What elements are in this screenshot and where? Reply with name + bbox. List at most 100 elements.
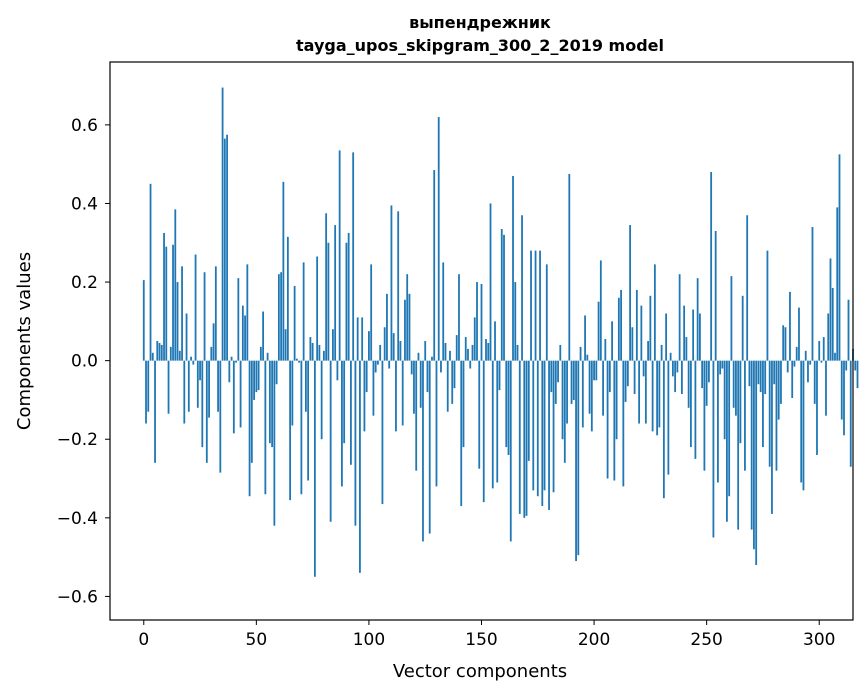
bar [451, 360, 454, 404]
bar [169, 346, 172, 361]
bar [845, 360, 848, 371]
bar [676, 360, 679, 373]
bar [624, 360, 627, 402]
bar [789, 291, 791, 361]
bar [599, 260, 602, 361]
bar [710, 172, 713, 361]
bar [780, 360, 782, 404]
bar [309, 337, 312, 361]
bar [230, 356, 233, 361]
bar [658, 360, 661, 428]
bar [341, 360, 343, 487]
bar [395, 360, 397, 432]
bar [536, 360, 539, 497]
bar [295, 358, 298, 361]
bar [491, 360, 494, 489]
bar [829, 258, 832, 361]
bar [199, 360, 201, 381]
bar [768, 360, 771, 467]
bar [192, 360, 195, 365]
bar [512, 175, 514, 361]
bar [784, 327, 787, 361]
bar [496, 360, 499, 483]
bar [437, 117, 440, 361]
bar [235, 360, 237, 363]
bar [750, 360, 753, 530]
bar [163, 232, 165, 361]
bar [525, 360, 528, 516]
bar [433, 170, 436, 361]
bar [253, 360, 255, 400]
bar [390, 205, 393, 361]
bar [352, 152, 355, 361]
bar [383, 327, 386, 361]
bar [820, 360, 823, 363]
bar [431, 356, 433, 361]
bar [176, 282, 179, 361]
bar [809, 360, 812, 365]
bar [350, 360, 352, 465]
bar [834, 352, 836, 361]
bar [613, 360, 616, 481]
bar [608, 360, 611, 393]
bar [469, 360, 472, 369]
bar [566, 360, 568, 424]
bar [771, 360, 773, 514]
bar [683, 305, 686, 361]
bar [523, 360, 526, 518]
bar [503, 234, 505, 361]
bar [471, 344, 474, 361]
bar [377, 360, 379, 365]
bar [840, 360, 843, 420]
bar [847, 299, 850, 361]
x-tick-label: 50 [246, 630, 268, 650]
bar [726, 360, 728, 522]
bar [388, 360, 391, 369]
bar [187, 360, 190, 412]
bar [816, 360, 818, 455]
bar [791, 360, 794, 398]
bar [764, 360, 767, 395]
bar [217, 360, 219, 412]
bar [577, 360, 580, 556]
bar [717, 360, 719, 483]
x-tick-label: 100 [353, 630, 385, 650]
x-tick-label: 250 [690, 630, 722, 650]
bar [744, 360, 746, 471]
bar [557, 360, 559, 383]
bar [424, 341, 427, 361]
bar [372, 360, 375, 416]
bar [444, 342, 447, 361]
bar [782, 325, 785, 361]
bar [428, 360, 431, 534]
bar [633, 360, 636, 395]
bar [647, 341, 650, 361]
bar [284, 329, 287, 361]
bar [426, 360, 429, 393]
bar [246, 264, 249, 361]
bar [268, 360, 271, 444]
bar [563, 360, 566, 463]
bar [604, 339, 607, 361]
bar [795, 346, 798, 361]
bar [550, 360, 553, 393]
bar [755, 360, 758, 565]
bar [257, 360, 260, 391]
bar [404, 299, 406, 361]
bar [838, 154, 841, 361]
bar [410, 360, 413, 375]
bar [705, 360, 708, 406]
bar [759, 360, 762, 393]
bar [527, 360, 530, 461]
bar [669, 352, 672, 361]
y-tick-label: 0.0 [71, 352, 98, 372]
bar [417, 352, 420, 361]
bar [786, 360, 789, 373]
bar [800, 360, 803, 483]
bar [408, 293, 411, 361]
bar [221, 87, 224, 361]
bar [703, 360, 706, 471]
bar [266, 352, 269, 361]
bar [327, 242, 330, 361]
bar [174, 209, 177, 361]
